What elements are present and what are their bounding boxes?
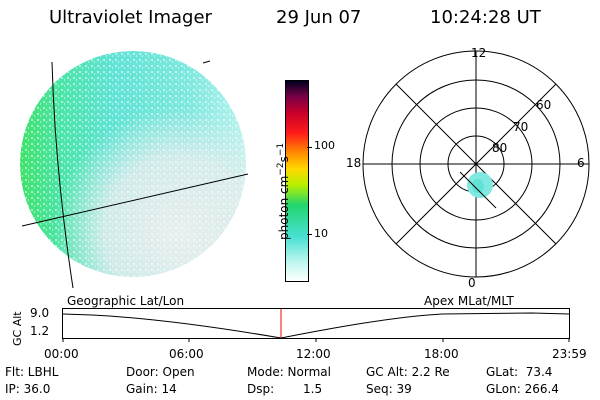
status-dsp-value: 1.5 [303, 382, 323, 396]
geographic-label: Geographic Lat/Lon [67, 294, 185, 308]
tick-23-59: 23:59 [552, 347, 587, 361]
colorbar [285, 80, 309, 282]
instrument-title: Ultraviolet Imager [49, 7, 212, 28]
timeline-ticks [62, 338, 570, 342]
mlt-label-12: 12 [471, 46, 487, 60]
colorbar-tick-100-mark [307, 147, 312, 148]
tick-00-00: 00:00 [44, 347, 79, 361]
colorbar-unit-label: photon cm−2s−1 [276, 142, 291, 240]
meridian-line [51, 61, 74, 289]
status-glat: GLat: 73.4 [486, 365, 553, 379]
status-dsp-label: Dsp: [247, 382, 275, 396]
y-top-value: 9.0 [30, 306, 50, 320]
colorbar-tick-100: 100 [314, 139, 335, 152]
mlt-label-6: 6 [577, 156, 585, 170]
colorbar-tick-10: 10 [314, 227, 328, 240]
observation-time: 10:24:28 UT [430, 7, 541, 28]
earth-disk [20, 51, 246, 277]
colorbar-gradient [286, 81, 308, 281]
status-door: Door: Open [126, 365, 195, 379]
colorbar-tick-10-mark [307, 234, 312, 235]
lat-label-60: 60 [536, 98, 552, 112]
mlt-label-0: 0 [468, 276, 476, 290]
apex-label: Apex MLat/MLT [424, 294, 514, 308]
tick-12-00: 12:00 [296, 347, 331, 361]
observation-date: 29 Jun 07 [276, 7, 362, 28]
latitude-line [21, 173, 249, 227]
polar-mlt-plot [362, 50, 590, 278]
tick-06-00: 06:00 [169, 347, 204, 361]
altitude-curve [62, 312, 570, 339]
status-mode: Mode: Normal [247, 365, 331, 379]
status-filter: Flt: LBHL [5, 365, 59, 379]
y-bottom-value: 1.2 [30, 324, 50, 338]
status-seq: Seq: 39 [366, 382, 412, 396]
mlt-label-18: 18 [346, 156, 362, 170]
tick-18-00: 18:00 [424, 347, 459, 361]
status-ip: IP: 36.0 [5, 382, 51, 396]
auroral-spot [459, 171, 497, 209]
lat-label-70: 70 [513, 120, 529, 134]
gc-alt-axis-label: GC Alt [11, 311, 24, 346]
status-glon: GLon: 266.4 [486, 382, 559, 396]
gc-alt-timeline [62, 308, 570, 342]
status-gc-alt: GC Alt: 2.2 Re [366, 365, 450, 379]
uv-image-panel [20, 51, 249, 289]
lat-label-80: 80 [492, 141, 508, 155]
status-gain: Gain: 14 [126, 382, 177, 396]
